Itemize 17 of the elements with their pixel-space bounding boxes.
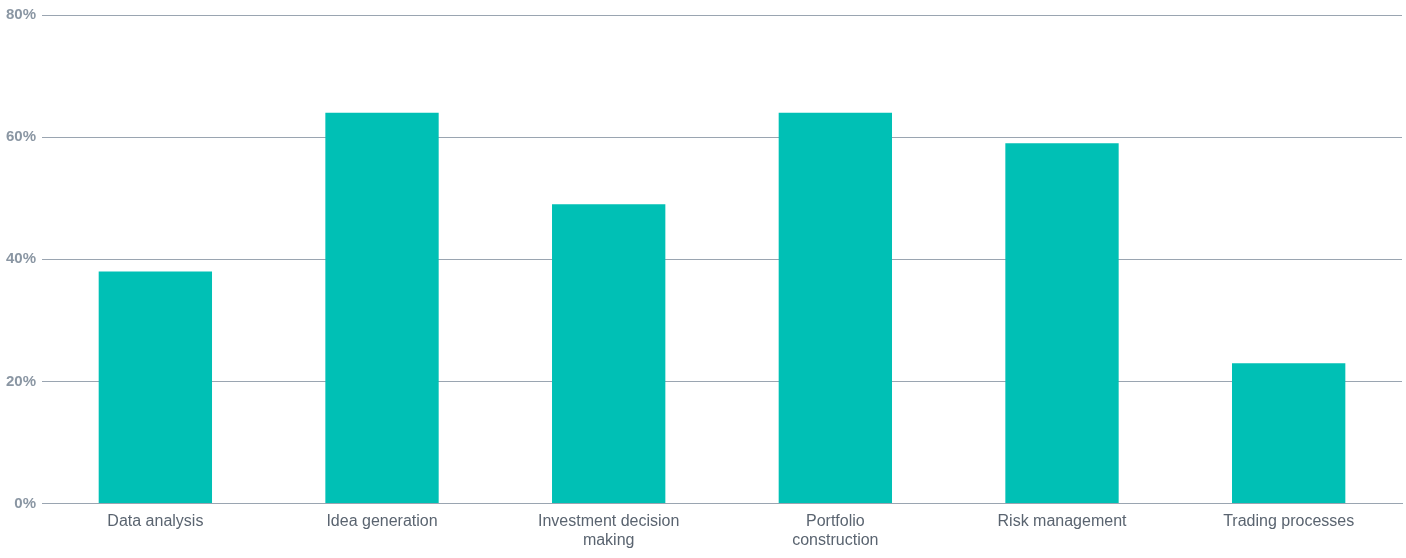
bar — [778, 112, 893, 504]
x-tick-label: Data analysis — [107, 511, 204, 529]
x-tick-label: Idea generation — [326, 511, 438, 529]
bar — [1005, 143, 1119, 504]
x-tick-label: Trading processes — [1223, 511, 1355, 529]
bar — [325, 112, 439, 504]
y-tick-label: 80% — [5, 5, 37, 23]
bar — [1232, 363, 1346, 504]
x-tick-label: Investment decision making — [537, 511, 680, 548]
y-tick-label: 60% — [5, 127, 37, 145]
bar — [98, 271, 213, 504]
y-tick-label: 40% — [5, 249, 37, 267]
y-tick-label: 20% — [5, 371, 37, 389]
x-tick-label: Portfolio construction — [792, 511, 879, 548]
bar — [552, 204, 666, 504]
y-tick-label: 0% — [14, 493, 37, 511]
x-tick-label: Risk management — [997, 511, 1128, 529]
